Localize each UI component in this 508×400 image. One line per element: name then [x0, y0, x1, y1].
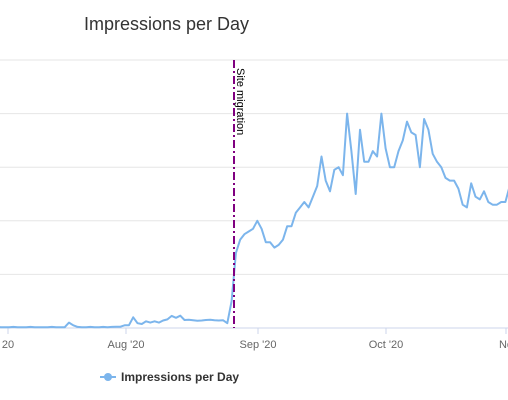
annotation: Site migration [233, 60, 246, 328]
annotation-label: Site migration [234, 68, 246, 135]
series-layer [0, 112, 508, 329]
legend[interactable]: Impressions per Day [100, 370, 239, 384]
x-axis: 20 Aug '20 Sep '20 Oct '20 No [2, 328, 508, 351]
x-tick-label: Sep '20 [240, 339, 277, 351]
x-tick-label: Oct '20 [369, 339, 404, 351]
series-line-impressions[interactable] [0, 112, 508, 329]
gridlines [0, 59, 508, 329]
chart-title: Impressions per Day [84, 14, 249, 34]
legend-dot-marker [104, 373, 112, 381]
legend-label: Impressions per Day [121, 370, 239, 384]
x-tick-label: Aug '20 [108, 339, 145, 351]
x-tick-label: No [499, 339, 508, 351]
x-tick-label: 20 [2, 339, 14, 351]
